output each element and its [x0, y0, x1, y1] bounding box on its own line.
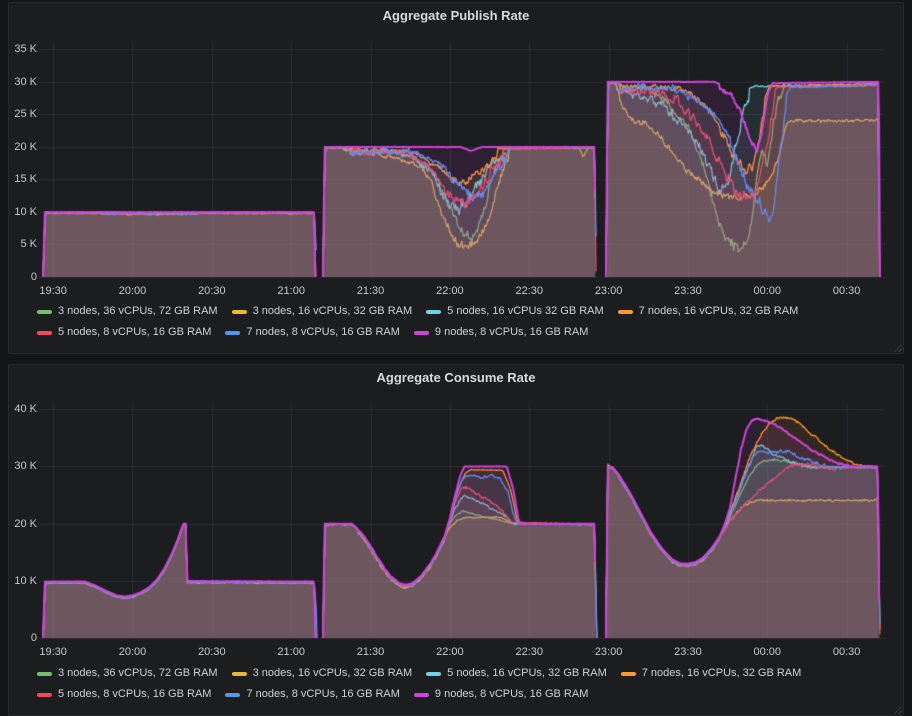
- legend-series-swatch: [620, 671, 636, 676]
- x-axis-tick-label: 20:30: [198, 646, 226, 658]
- legend-series-swatch: [37, 309, 52, 314]
- legend-series-swatch: [617, 309, 633, 314]
- x-axis-tick-label: 22:30: [515, 285, 543, 297]
- x-axis-tick-label: 23:30: [674, 646, 702, 658]
- legend-series-swatch: [37, 330, 52, 335]
- y-axis-tick-label: 30 K: [14, 75, 37, 88]
- x-axis-tick-label: 00:30: [832, 646, 861, 658]
- legend-item[interactable]: 5 nodes, 8 vCPUs, 16 GB RAM: [37, 688, 211, 701]
- legend-series-label: 3 nodes, 36 vCPUs, 72 GB RAM: [58, 667, 218, 679]
- x-axis-tick-label: 22:00: [436, 646, 464, 658]
- legend-series-swatch: [37, 692, 52, 697]
- legend-item[interactable]: 9 nodes, 8 vCPUs, 16 GB RAM: [413, 326, 589, 339]
- legend-series-swatch: [413, 330, 429, 335]
- legend-series-swatch: [37, 671, 52, 676]
- legend-series-swatch: [225, 692, 241, 697]
- legend-item[interactable]: 5 nodes, 16 vCPUs 32 GB RAM: [426, 305, 604, 318]
- legend-item[interactable]: 3 nodes, 16 vCPUs, 32 GB RAM: [231, 305, 413, 318]
- consume-panel-title[interactable]: Aggregate Consume Rate: [376, 370, 536, 385]
- x-axis-tick-label: 21:00: [277, 285, 305, 297]
- legend-series-swatch: [426, 309, 442, 314]
- y-axis-tick-label: 10 K: [14, 205, 37, 218]
- legend-series-swatch: [231, 309, 247, 314]
- x-axis-tick-label: 20:00: [118, 285, 147, 297]
- x-axis-tick-label: 21:30: [356, 285, 385, 297]
- y-axis-tick-label: 40 K: [14, 403, 37, 415]
- consume-legend: 3 nodes, 36 vCPUs, 72 GB RAM 3 nodes, 16 …: [37, 667, 897, 701]
- x-axis-tick-label: 20:30: [198, 285, 226, 297]
- legend-item[interactable]: 9 nodes, 8 vCPUs, 16 GB RAM: [413, 688, 589, 701]
- consume-rate-panel: Aggregate Consume Rate 0 10 K 20 K 30 K 40 K…: [8, 364, 904, 716]
- legend-series-swatch: [426, 671, 442, 676]
- x-axis-tick-label: 21:30: [356, 646, 385, 658]
- legend-series-swatch: [225, 330, 241, 335]
- legend-item[interactable]: 7 nodes, 8 vCPUs, 16 GB RAM: [225, 688, 400, 701]
- legend-series-label: 5 nodes, 16 vCPUs 32 GB RAM: [447, 305, 604, 317]
- publish-chart-canvas[interactable]: [9, 3, 903, 353]
- legend-item[interactable]: 3 nodes, 36 vCPUs, 72 GB RAM: [37, 667, 218, 680]
- x-axis-tick-label: 23:00: [594, 285, 623, 297]
- legend-series-swatch: [413, 692, 429, 697]
- x-axis-tick-label: 22:00: [436, 285, 464, 297]
- y-axis-tick-label: 20 K: [14, 140, 37, 153]
- x-axis-tick-label: 21:00: [277, 646, 305, 658]
- legend-series-label: 3 nodes, 16 vCPUs, 32 GB RAM: [252, 305, 413, 317]
- legend-series-label: 7 nodes, 8 vCPUs, 16 GB RAM: [246, 688, 400, 700]
- y-axis-tick-label: 35 K: [14, 43, 37, 56]
- y-axis-tick-label: 10 K: [14, 574, 37, 587]
- x-axis-tick-label: 19:30: [39, 285, 67, 297]
- y-axis-tick-label: 0: [30, 271, 37, 283]
- legend-series-label: 5 nodes, 8 vCPUs, 16 GB RAM: [58, 688, 212, 700]
- legend-series-label: 3 nodes, 16 vCPUs, 32 GB RAM: [252, 667, 413, 679]
- y-axis-tick-label: 5 K: [20, 238, 37, 251]
- publish-legend: 3 nodes, 36 vCPUs, 72 GB RAM 3 nodes, 16 …: [37, 305, 897, 339]
- y-axis-tick-label: 0: [30, 632, 37, 644]
- publish-rate-panel: Aggregate Publish Rate 0 5 K 10 K 15 K 20 K 2…: [8, 2, 904, 354]
- legend-series-label: 9 nodes, 8 vCPUs, 16 GB RAM: [434, 688, 589, 700]
- legend-series-label: 7 nodes, 8 vCPUs, 16 GB RAM: [246, 326, 400, 338]
- legend-series-label: 9 nodes, 8 vCPUs, 16 GB RAM: [434, 326, 589, 338]
- legend-series-label: 3 nodes, 36 vCPUs, 72 GB RAM: [58, 305, 218, 317]
- legend-item[interactable]: 3 nodes, 16 vCPUs, 32 GB RAM: [231, 667, 413, 680]
- legend-item[interactable]: 3 nodes, 36 vCPUs, 72 GB RAM: [37, 305, 218, 318]
- x-axis-tick-label: 00:00: [753, 646, 782, 658]
- legend-series-label: 7 nodes, 16 vCPUs, 32 GB RAM: [641, 667, 802, 679]
- x-axis-tick-label: 00:00: [753, 285, 782, 297]
- legend-series-label: 5 nodes, 8 vCPUs, 16 GB RAM: [58, 326, 212, 338]
- legend-series-label: 5 nodes, 16 vCPUs, 32 GB RAM: [447, 667, 607, 679]
- legend-series-label: 7 nodes, 16 vCPUs, 32 GB RAM: [638, 305, 799, 317]
- legend-item[interactable]: 7 nodes, 8 vCPUs, 16 GB RAM: [225, 326, 400, 339]
- x-axis-tick-label: 00:30: [832, 285, 861, 297]
- legend-series-swatch: [231, 671, 247, 676]
- x-axis-tick-label: 22:30: [515, 646, 543, 658]
- legend-item[interactable]: 7 nodes, 16 vCPUs, 32 GB RAM: [617, 305, 799, 318]
- x-axis-tick-label: 23:30: [674, 285, 702, 297]
- consume-chart-canvas[interactable]: [9, 365, 903, 715]
- y-axis-tick-label: 25 K: [14, 108, 37, 121]
- x-axis-tick-label: 19:30: [39, 646, 67, 658]
- legend-item[interactable]: 5 nodes, 8 vCPUs, 16 GB RAM: [37, 326, 211, 339]
- y-axis-tick-label: 20 K: [14, 517, 37, 530]
- y-axis-tick-label: 30 K: [14, 460, 37, 473]
- publish-panel-title[interactable]: Aggregate Publish Rate: [382, 8, 530, 23]
- y-axis-tick-label: 15 K: [14, 173, 37, 186]
- legend-item[interactable]: 7 nodes, 16 vCPUs, 32 GB RAM: [620, 667, 802, 680]
- x-axis-tick-label: 20:00: [118, 646, 147, 658]
- legend-item[interactable]: 5 nodes, 16 vCPUs, 32 GB RAM: [426, 667, 607, 680]
- x-axis-tick-label: 23:00: [594, 646, 623, 658]
